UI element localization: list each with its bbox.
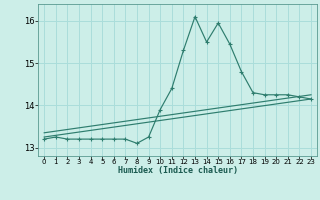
X-axis label: Humidex (Indice chaleur): Humidex (Indice chaleur) [118, 166, 238, 175]
